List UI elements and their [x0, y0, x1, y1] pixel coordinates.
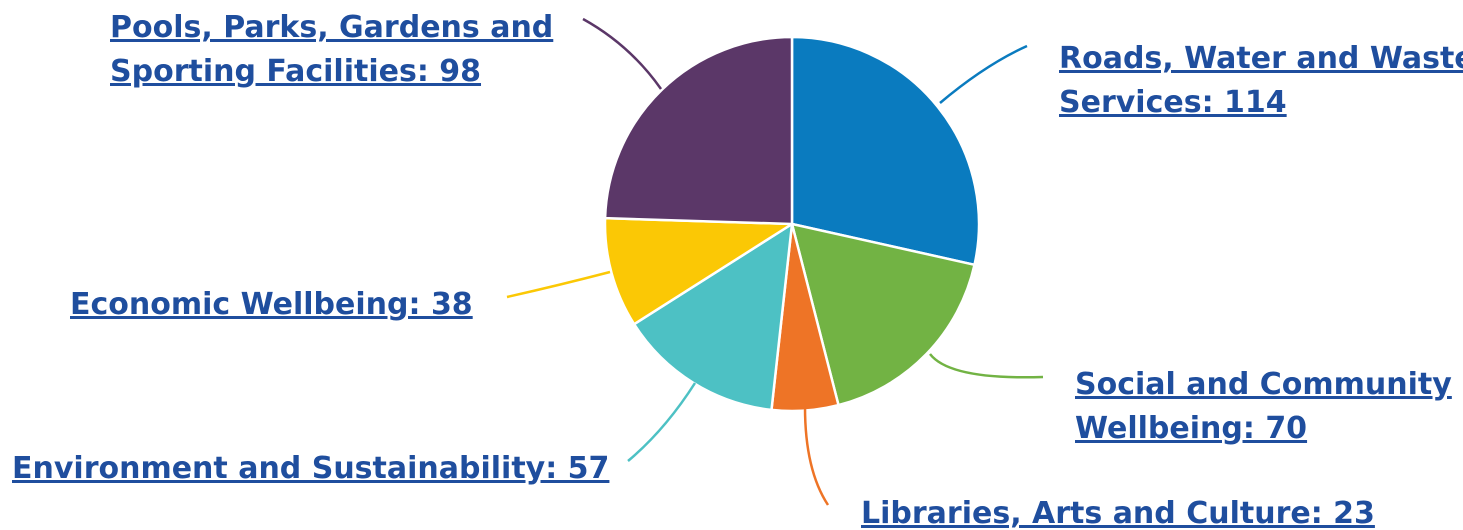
leader-line-2 — [929, 353, 1044, 379]
slice-label-6[interactable]: Pools, Parks, Gardens and Sporting Facili… — [110, 10, 553, 89]
slice-label-2[interactable]: Social and Community Wellbeing: 70 — [1075, 367, 1452, 446]
slice-label-4[interactable]: Environment and Sustainability: 57 — [12, 451, 609, 486]
slice-label-line[interactable]: Social and Community — [1075, 367, 1452, 402]
leader-lines — [506, 17, 1044, 506]
slice-label-line[interactable]: Services: 114 — [1059, 85, 1287, 120]
slice-label-line[interactable]: Pools, Parks, Gardens and — [110, 10, 553, 45]
pie-slices — [603, 35, 981, 413]
slice-label-line[interactable]: Economic Wellbeing: 38 — [70, 287, 473, 322]
pie-slice-6[interactable] — [603, 35, 794, 226]
pie-slice-4[interactable] — [632, 222, 794, 412]
pie-slice-5[interactable] — [603, 216, 794, 326]
leader-line-4 — [627, 382, 697, 462]
leader-line-6 — [582, 17, 663, 90]
leader-line-3 — [803, 406, 830, 506]
slice-label-line[interactable]: Libraries, Arts and Culture: 23 — [861, 496, 1375, 530]
slice-label-1[interactable]: Roads, Water and Waste Services: 114 — [1059, 41, 1463, 120]
pie-slice-1[interactable] — [790, 35, 981, 267]
pie-slice-2[interactable] — [790, 222, 976, 407]
slice-labels: Roads, Water and Waste Services: 114 Socia… — [12, 10, 1463, 530]
slice-label-line[interactable]: Environment and Sustainability: 57 — [12, 451, 609, 486]
leader-line-1 — [939, 44, 1028, 104]
slice-label-3[interactable]: Libraries, Arts and Culture: 23 — [861, 496, 1375, 530]
slice-label-line[interactable]: Wellbeing: 70 — [1075, 411, 1307, 446]
slice-label-line[interactable]: Roads, Water and Waste — [1059, 41, 1463, 76]
slice-label-line[interactable]: Sporting Facilities: 98 — [110, 54, 481, 89]
slice-label-5[interactable]: Economic Wellbeing: 38 — [70, 287, 473, 322]
leader-line-5 — [506, 270, 611, 299]
